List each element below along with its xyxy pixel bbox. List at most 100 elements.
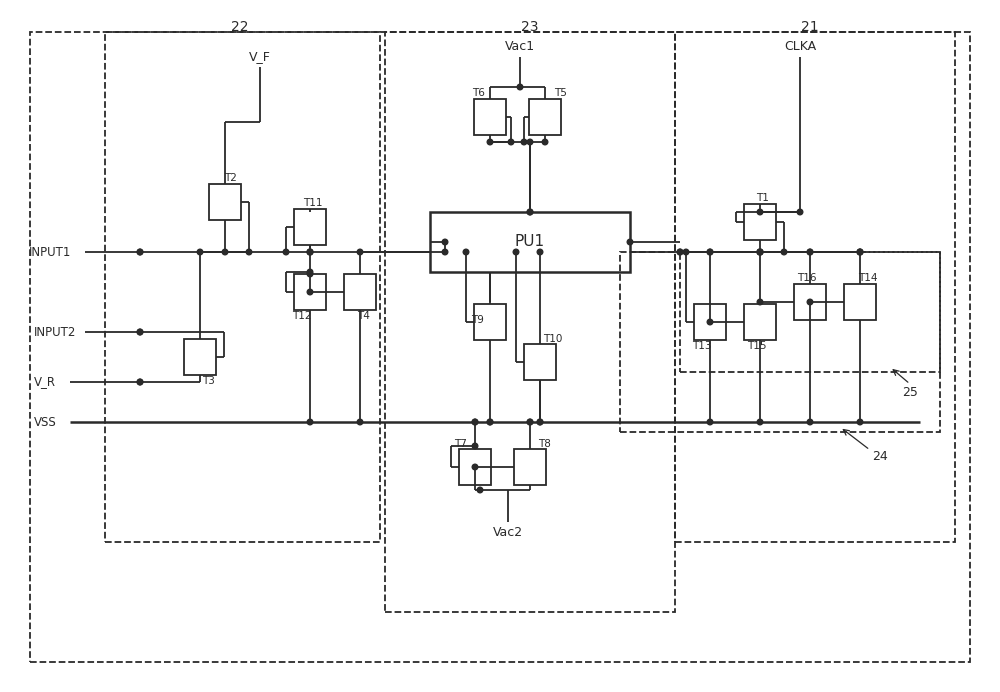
Circle shape — [307, 249, 313, 255]
Circle shape — [537, 419, 543, 425]
Circle shape — [757, 249, 763, 255]
Circle shape — [707, 419, 713, 425]
Circle shape — [677, 249, 683, 255]
Text: T13: T13 — [692, 341, 712, 351]
Circle shape — [757, 209, 763, 215]
Circle shape — [807, 249, 813, 255]
Circle shape — [857, 419, 863, 425]
Circle shape — [307, 271, 313, 277]
Circle shape — [137, 249, 143, 255]
Bar — [344, 274, 376, 310]
Bar — [105, 32, 380, 542]
Text: T5: T5 — [554, 88, 566, 98]
Circle shape — [707, 319, 713, 325]
Circle shape — [487, 419, 493, 425]
Circle shape — [757, 419, 763, 425]
Circle shape — [683, 249, 689, 255]
Bar — [209, 184, 241, 220]
Circle shape — [307, 249, 313, 255]
Text: INPUT1: INPUT1 — [29, 246, 71, 259]
Bar — [430, 212, 630, 272]
Circle shape — [677, 249, 683, 255]
Circle shape — [463, 249, 469, 255]
Text: T12: T12 — [292, 311, 312, 321]
Bar — [680, 252, 940, 372]
Bar — [184, 339, 216, 375]
Text: 22: 22 — [231, 20, 249, 34]
Text: T3: T3 — [202, 376, 214, 386]
Circle shape — [487, 139, 493, 145]
Text: 23: 23 — [521, 20, 539, 34]
Bar — [514, 449, 546, 485]
Circle shape — [487, 419, 493, 425]
Text: T1: T1 — [757, 193, 769, 203]
Text: T16: T16 — [797, 273, 817, 283]
Text: T6: T6 — [472, 88, 484, 98]
Circle shape — [472, 464, 478, 470]
Text: CLKA: CLKA — [784, 41, 816, 53]
Text: PU1: PU1 — [515, 235, 545, 250]
Bar — [459, 449, 491, 485]
Circle shape — [521, 139, 527, 145]
Text: T2: T2 — [224, 173, 236, 183]
Circle shape — [442, 249, 448, 255]
Circle shape — [246, 249, 252, 255]
Text: Vac1: Vac1 — [505, 41, 535, 53]
Bar — [474, 99, 506, 135]
Circle shape — [707, 249, 713, 255]
Text: 25: 25 — [902, 385, 918, 399]
Circle shape — [757, 299, 763, 304]
Text: Vac2: Vac2 — [492, 525, 523, 538]
Circle shape — [357, 249, 363, 255]
Circle shape — [472, 419, 478, 425]
Bar — [620, 252, 940, 432]
Text: T11: T11 — [303, 198, 323, 208]
Circle shape — [527, 419, 533, 425]
Text: INPUT2: INPUT2 — [34, 325, 76, 338]
Circle shape — [537, 249, 543, 255]
Circle shape — [857, 249, 863, 255]
Circle shape — [137, 379, 143, 385]
Circle shape — [197, 249, 203, 255]
Text: V_F: V_F — [249, 51, 271, 64]
Circle shape — [137, 379, 143, 385]
Circle shape — [757, 249, 763, 255]
Circle shape — [542, 139, 548, 145]
Circle shape — [857, 249, 863, 255]
Text: VSS: VSS — [34, 415, 56, 428]
Circle shape — [307, 249, 313, 255]
Circle shape — [807, 299, 813, 304]
Bar — [744, 304, 776, 340]
Circle shape — [472, 443, 478, 449]
Bar — [794, 284, 826, 320]
Circle shape — [537, 419, 543, 425]
Text: T15: T15 — [747, 341, 767, 351]
Bar — [529, 99, 561, 135]
Circle shape — [442, 239, 448, 245]
Circle shape — [307, 289, 313, 295]
Circle shape — [757, 249, 763, 255]
Circle shape — [307, 269, 313, 275]
Circle shape — [707, 249, 713, 255]
Bar — [524, 344, 556, 380]
Circle shape — [527, 209, 533, 215]
Circle shape — [627, 239, 633, 245]
Text: T10: T10 — [543, 334, 563, 344]
Circle shape — [757, 249, 763, 255]
Bar — [385, 32, 675, 612]
Text: T8: T8 — [539, 439, 551, 449]
Bar — [694, 304, 726, 340]
Text: T9: T9 — [471, 315, 483, 325]
Bar — [294, 209, 326, 245]
Text: V_R: V_R — [34, 376, 56, 388]
Circle shape — [807, 419, 813, 425]
Circle shape — [357, 419, 363, 425]
Circle shape — [477, 487, 483, 493]
Bar — [294, 274, 326, 310]
Bar — [744, 204, 776, 240]
Circle shape — [137, 329, 143, 335]
Circle shape — [222, 249, 228, 255]
Circle shape — [517, 84, 523, 90]
Bar — [474, 304, 506, 340]
Text: 21: 21 — [801, 20, 819, 34]
